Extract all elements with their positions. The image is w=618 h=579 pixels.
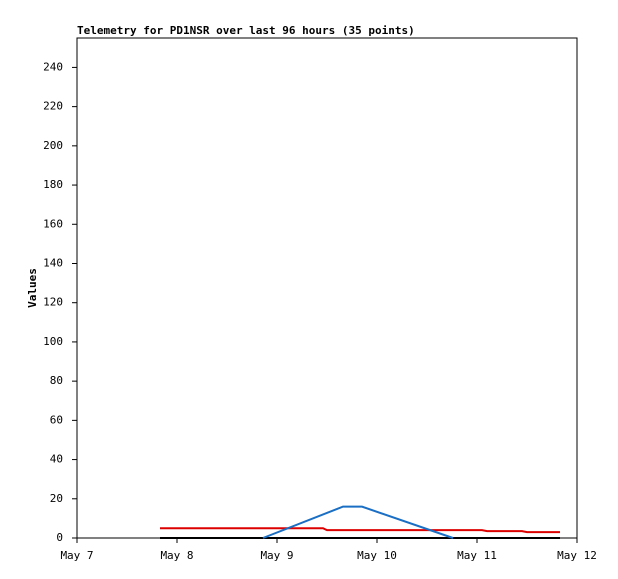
y-tick-label: 80 — [50, 374, 63, 387]
x-tick-label: May 8 — [160, 549, 193, 562]
y-tick-label: 100 — [43, 335, 63, 348]
x-tick-label: May 9 — [260, 549, 293, 562]
series-line — [160, 527, 560, 534]
plot-frame — [76, 37, 578, 539]
x-tick-label: May 12 — [557, 549, 597, 562]
y-tick-label: 0 — [56, 531, 63, 544]
y-tick-label: 140 — [43, 256, 63, 269]
y-axis-label: Values — [26, 268, 39, 308]
y-tick-label: 60 — [50, 413, 63, 426]
y-tick-label: 220 — [43, 100, 63, 113]
y-tick-label: 240 — [43, 60, 63, 73]
y-tick-label: 20 — [50, 492, 63, 505]
chart-title: Telemetry for PD1NSR over last 96 hours … — [77, 24, 415, 37]
y-tick-label: 120 — [43, 296, 63, 309]
y-tick-label: 40 — [50, 453, 63, 466]
x-tick-label: May 11 — [457, 549, 497, 562]
y-tick-label: 160 — [43, 217, 63, 230]
series-line — [262, 505, 454, 539]
x-tick-label: May 7 — [60, 549, 93, 562]
y-tick-label: 180 — [43, 178, 63, 191]
x-tick-label: May 10 — [357, 549, 397, 562]
y-tick-label: 200 — [43, 139, 63, 152]
